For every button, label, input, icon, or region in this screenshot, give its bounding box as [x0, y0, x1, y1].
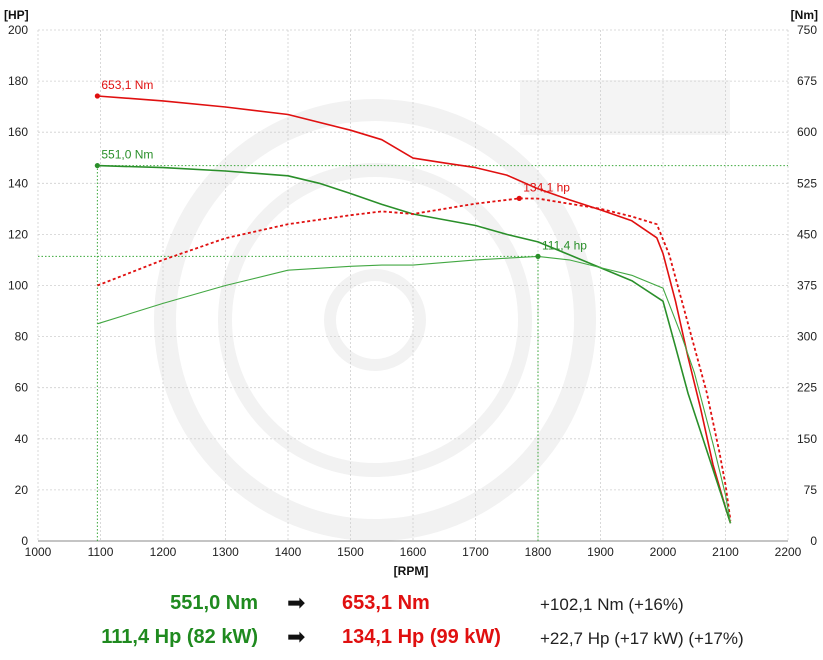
arrow-icon: ➡ [287, 624, 306, 649]
right-axis-label: [Nm] [791, 8, 818, 22]
reference-lines [38, 165, 788, 541]
left-tick-label: 160 [8, 125, 28, 139]
right-tick-label: 375 [797, 279, 817, 293]
right-axis-ticks: 0 75 150 225 300 375 450 525 600 675 750 [797, 23, 817, 548]
right-tick-label: 600 [797, 125, 817, 139]
x-tick-label: 2100 [712, 545, 739, 559]
right-tick-label: 750 [797, 23, 817, 37]
right-tick-label: 525 [797, 176, 817, 190]
x-tick-label: 1600 [400, 545, 427, 559]
x-tick-label: 1800 [525, 545, 552, 559]
annotation-point [94, 162, 100, 169]
x-tick-label: 1500 [337, 545, 364, 559]
tuned-power-value: 134,1 Hp (99 kW) [342, 626, 501, 648]
stock-power-value: 111,4 Hp (82 kW) [101, 626, 258, 648]
stock-torque-value: 551,0 Nm [170, 592, 258, 614]
power-summary-row: 111,4 Hp (82 kW) ➡ 134,1 Hp (99 kW) +22,… [0, 624, 823, 656]
annotation-point [516, 195, 522, 201]
x-tick-label: 1900 [587, 545, 614, 559]
left-tick-label: 100 [8, 279, 28, 293]
right-tick-label: 75 [804, 483, 818, 497]
annotation-label: 134,1 hp [523, 180, 570, 194]
annotation-point [535, 253, 541, 259]
left-tick-label: 80 [15, 330, 29, 344]
x-tick-label: 1200 [150, 545, 177, 559]
left-tick-label: 180 [8, 74, 28, 88]
left-axis-label: [HP] [4, 8, 29, 22]
left-tick-label: 20 [15, 483, 29, 497]
dyno-chart: 0 20 40 60 80 100 120 140 160 180 200 0 75 150 225 300… [4, 8, 818, 578]
chart-grid [37, 29, 789, 542]
series-line-stock-power [97, 255, 732, 524]
annotation-label: 111,4 hp [542, 238, 587, 252]
x-tick-label: 1000 [25, 545, 52, 559]
watermark-logo [154, 80, 730, 541]
annotation-label: 653,1 Nm [101, 78, 153, 92]
x-tick-label: 1400 [275, 545, 302, 559]
right-tick-label: 450 [797, 227, 817, 241]
torque-gain: +102,1 Nm (+16%) [540, 595, 684, 614]
x-tick-label: 2200 [775, 545, 802, 559]
left-axis-ticks: 0 20 40 60 80 100 120 140 160 180 200 [8, 23, 28, 548]
torque-summary-row: 551,0 Nm ➡ 653,1 Nm +102,1 Nm (+16%) [0, 590, 823, 622]
left-tick-label: 60 [15, 381, 29, 395]
left-tick-label: 40 [15, 432, 29, 446]
x-axis-ticks: 1000 1100 1200 1300 1400 1500 1600 1700 1800 1900… [25, 545, 802, 559]
left-tick-label: 140 [8, 176, 28, 190]
x-tick-label: 1100 [88, 545, 114, 559]
right-tick-label: 300 [797, 330, 817, 344]
series-line-tuned-power [97, 197, 732, 521]
right-tick-label: 675 [797, 74, 817, 88]
left-tick-label: 200 [8, 23, 28, 37]
x-axis-label: [RPM] [394, 564, 429, 578]
annotation-point [94, 93, 100, 99]
left-tick-label: 120 [8, 227, 28, 241]
right-tick-label: 150 [797, 432, 817, 446]
series-line-stock-torque [97, 164, 732, 524]
x-tick-label: 2000 [650, 545, 677, 559]
left-tick-label: 0 [21, 534, 28, 548]
annotation-label: 551,0 Nm [101, 148, 153, 162]
chart-annotations: 653,1 Nm 551,0 Nm 134,1 hp 111,4 hp [94, 78, 587, 259]
x-tick-label: 1300 [212, 545, 239, 559]
chart-series [97, 95, 732, 524]
right-tick-label: 225 [797, 381, 817, 395]
arrow-icon: ➡ [287, 590, 306, 615]
right-tick-label: 0 [810, 534, 817, 548]
tuned-torque-value: 653,1 Nm [342, 592, 430, 614]
series-line-tuned-torque [97, 95, 732, 524]
power-gain: +22,7 Hp (+17 kW) (+17%) [540, 629, 744, 648]
x-tick-label: 1700 [462, 545, 489, 559]
